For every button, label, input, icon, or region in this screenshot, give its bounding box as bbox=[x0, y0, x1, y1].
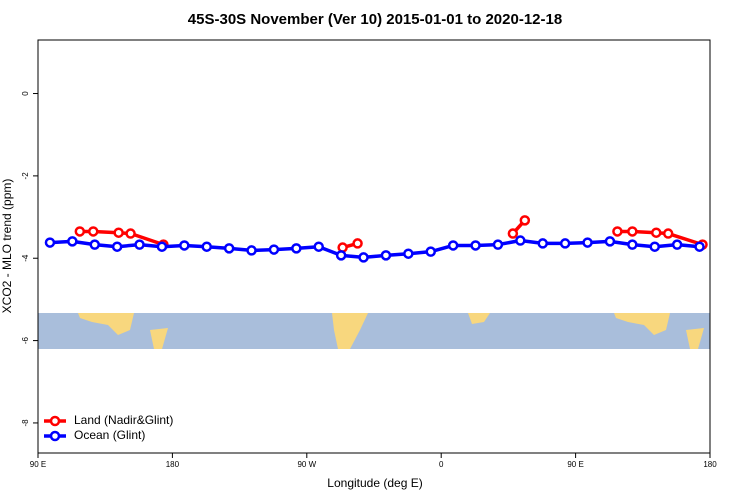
data-point bbox=[447, 240, 459, 251]
data-point bbox=[88, 226, 99, 237]
data-point bbox=[492, 239, 504, 250]
data-point bbox=[44, 237, 56, 248]
data-point bbox=[559, 238, 571, 249]
data-point bbox=[537, 238, 548, 249]
data-point bbox=[627, 239, 638, 250]
data-point bbox=[358, 252, 369, 263]
data-point bbox=[335, 250, 347, 261]
data-point bbox=[134, 239, 145, 250]
plot-frame bbox=[37, 39, 711, 454]
data-point bbox=[179, 240, 190, 251]
x-tick-label: 180 bbox=[166, 460, 180, 469]
data-point bbox=[111, 241, 123, 252]
data-point bbox=[268, 244, 280, 255]
data-point bbox=[67, 236, 78, 247]
data-point bbox=[313, 241, 324, 252]
data-point bbox=[507, 228, 519, 239]
data-point bbox=[649, 241, 660, 252]
x-tick-label: 90 W bbox=[297, 460, 316, 469]
data-point bbox=[671, 239, 683, 250]
y-tick-label: -2 bbox=[21, 172, 30, 180]
data-point bbox=[74, 226, 86, 237]
data-point bbox=[650, 227, 662, 238]
data-point bbox=[403, 248, 414, 259]
data-point bbox=[156, 241, 168, 252]
ocean-map bbox=[38, 313, 710, 349]
data-point bbox=[662, 228, 674, 239]
data-point bbox=[223, 243, 235, 254]
data-point bbox=[582, 237, 593, 248]
data-point bbox=[515, 235, 526, 246]
data-point bbox=[291, 243, 302, 254]
data-point bbox=[380, 250, 392, 261]
x-tick-label: 0 bbox=[439, 460, 444, 469]
land-shape bbox=[150, 328, 168, 349]
x-tick-label: 180 bbox=[703, 460, 717, 469]
land-shape bbox=[614, 313, 670, 335]
data-point bbox=[201, 241, 212, 252]
chart-title: 45S-30S November (Ver 10) 2015-01-01 to … bbox=[188, 11, 562, 28]
legend-marker bbox=[49, 430, 61, 442]
data-point bbox=[352, 238, 363, 249]
map-band bbox=[38, 313, 710, 349]
data-point bbox=[612, 226, 623, 237]
data-point bbox=[519, 215, 531, 226]
data-point bbox=[627, 226, 638, 237]
legend-label: Ocean (Glint) bbox=[74, 428, 145, 442]
x-tick-label: 90 E bbox=[30, 460, 46, 469]
land-shape bbox=[78, 313, 134, 335]
y-axis-label: XCO2 - MLO trend (ppm) bbox=[0, 179, 14, 314]
data-point bbox=[89, 239, 100, 250]
legend-label: Land (Nadir&Glint) bbox=[74, 413, 173, 427]
land-shape bbox=[468, 313, 490, 324]
data-point bbox=[246, 245, 257, 256]
y-tick-label: 0 bbox=[21, 91, 30, 96]
data-point bbox=[604, 236, 616, 247]
y-tick-label: -4 bbox=[21, 254, 30, 262]
x-axis-label: Longitude (deg E) bbox=[327, 476, 422, 490]
land-shape bbox=[686, 328, 704, 349]
land-shape bbox=[332, 313, 368, 349]
series-line bbox=[49, 238, 700, 260]
data-point bbox=[470, 240, 481, 251]
y-tick-label: -8 bbox=[21, 419, 30, 427]
legend-marker bbox=[49, 415, 61, 427]
data-point bbox=[425, 246, 436, 257]
x-tick-label: 90 E bbox=[567, 460, 583, 469]
data-point bbox=[125, 228, 136, 239]
y-tick-label: -6 bbox=[21, 336, 30, 344]
data-point bbox=[113, 227, 124, 238]
data-point bbox=[694, 241, 705, 252]
